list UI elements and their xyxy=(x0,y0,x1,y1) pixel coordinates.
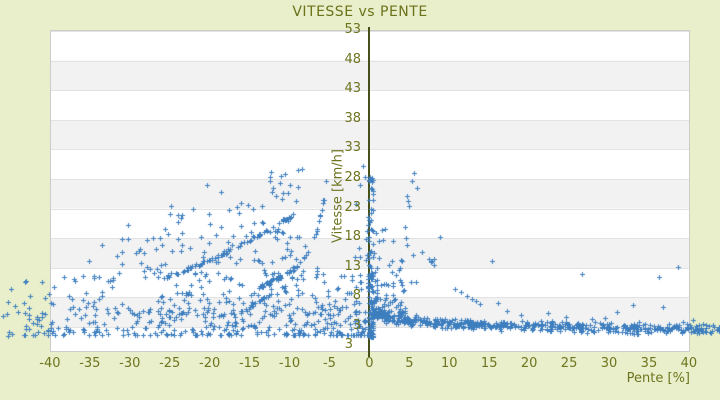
x-axis-title: Pente [%] xyxy=(626,371,690,386)
x-tick-label: 15 xyxy=(480,356,498,371)
y-tick-label: 23 xyxy=(344,199,361,215)
x-tick-label: -40 xyxy=(39,356,61,371)
x-tick-label: -25 xyxy=(159,356,181,371)
y-axis-title: Vitesse [km/h] xyxy=(330,149,346,243)
y-tick-label: 48 xyxy=(344,51,361,67)
x-tick-label: 25 xyxy=(560,356,578,371)
y-tick-label: 33 xyxy=(344,140,361,156)
x-tick-label: 20 xyxy=(520,356,538,371)
y-tick-label: 28 xyxy=(344,170,361,185)
y-tick-label: 3 xyxy=(352,318,361,333)
y-tick-label: 53 xyxy=(344,22,361,37)
x-tick-label: -30 xyxy=(119,356,141,371)
x-tick-label: 5 xyxy=(405,356,414,371)
y-axis-extra-label: 3 xyxy=(344,337,353,352)
y-tick-label: 13 xyxy=(344,258,361,274)
x-tick-label: -5 xyxy=(322,356,336,371)
x-tick-label: 35 xyxy=(640,356,658,371)
x-tick-label: 10 xyxy=(440,356,458,371)
y-tick-label: 18 xyxy=(344,229,361,245)
y-tick-label: 8 xyxy=(352,288,361,304)
x-tick-label: -35 xyxy=(79,356,101,371)
x-tick-label: 40 xyxy=(680,356,698,371)
y-tick-label: 43 xyxy=(344,81,361,97)
x-tick-label: 30 xyxy=(600,356,618,371)
y-tick-label: 38 xyxy=(344,110,361,126)
x-tick-label: -20 xyxy=(199,356,221,371)
x-tick-label: -10 xyxy=(278,356,301,371)
x-tick-label: -15 xyxy=(238,356,261,371)
x-tick-label: 0 xyxy=(365,356,374,371)
